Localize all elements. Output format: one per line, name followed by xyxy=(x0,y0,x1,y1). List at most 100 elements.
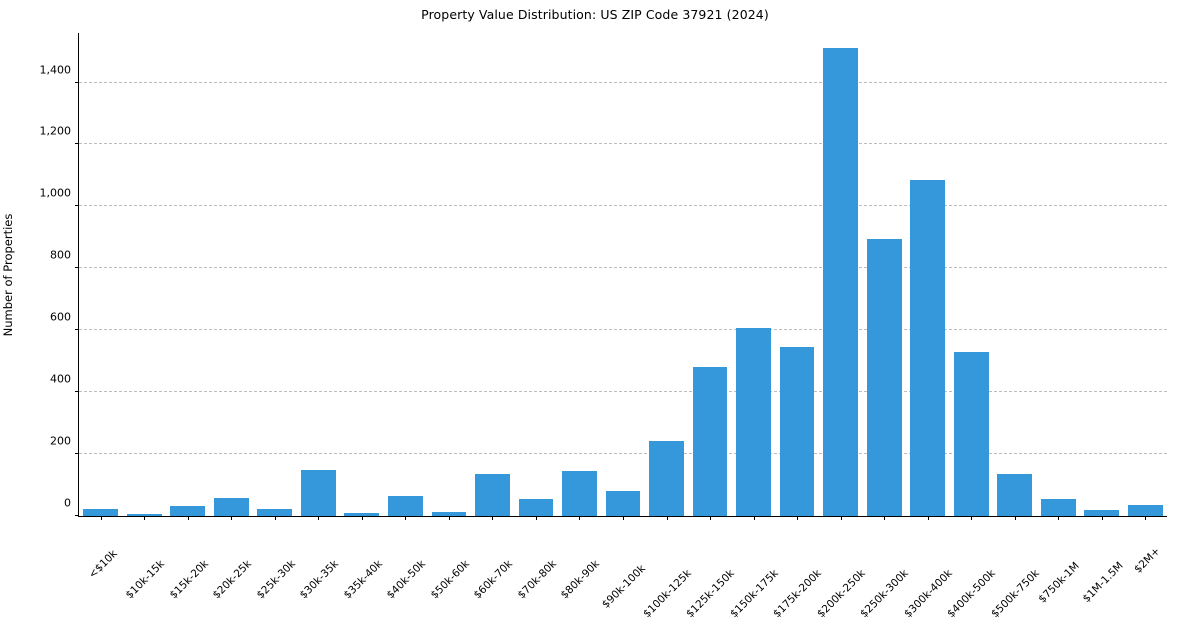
x-tick-label: $80k-90k xyxy=(559,523,637,601)
x-tick-label-text: $15k-20k xyxy=(167,557,211,602)
bar xyxy=(213,498,249,516)
bar xyxy=(562,470,597,516)
y-tick-label: 1,000 xyxy=(39,186,72,200)
x-tick-mark xyxy=(797,516,799,520)
y-axis-label: Number of Properties xyxy=(1,213,15,337)
bar xyxy=(997,473,1033,516)
gridline xyxy=(79,143,1167,145)
gridline xyxy=(79,81,1167,83)
x-tick-mark xyxy=(884,516,886,520)
y-tick-mark xyxy=(75,453,79,455)
y-tick-mark xyxy=(75,143,79,145)
bar xyxy=(387,496,423,516)
bar xyxy=(257,509,293,516)
bar xyxy=(344,512,380,516)
chart-title: Property Value Distribution: US ZIP Code… xyxy=(421,7,769,22)
x-tick-label: $70k-80k xyxy=(516,523,593,601)
x-tick-mark xyxy=(361,516,363,520)
bar xyxy=(475,473,510,516)
gridline xyxy=(79,267,1167,269)
x-tick-label-text: $70k-80k xyxy=(515,557,559,602)
y-tick-mark xyxy=(75,391,79,393)
bar xyxy=(649,441,684,516)
y-tick-label: 1,400 xyxy=(39,63,72,77)
x-tick-label-text: $10k-15k xyxy=(123,557,168,602)
gridline xyxy=(79,453,1167,455)
x-tick-label-text: $40k-50k xyxy=(384,557,429,602)
bar xyxy=(823,48,858,516)
bar xyxy=(83,509,119,516)
gridline xyxy=(79,391,1167,393)
plot-area: 0 200 400 600 800 1,000 1,200 1,400 <$10k $10k-1… xyxy=(40,33,1167,620)
y-tick-label: 600 xyxy=(50,310,71,324)
x-tick-mark xyxy=(1101,516,1103,520)
x-tick-label-text: $90k-100k xyxy=(599,562,648,611)
x-tick-label-text: $50k-60k xyxy=(428,557,472,602)
x-tick-mark xyxy=(927,516,929,520)
x-tick-label: $15k-20k xyxy=(167,523,245,601)
y-tick-mark xyxy=(75,267,79,269)
bar xyxy=(866,238,902,516)
bar xyxy=(910,180,946,516)
x-tick-mark xyxy=(100,516,102,520)
bar xyxy=(605,490,641,516)
x-tick-mark xyxy=(405,516,407,520)
x-tick-label: $25k-30k xyxy=(254,523,332,601)
chart-figure: Property Value Distribution: US ZIP Code… xyxy=(1,7,1167,620)
x-tick-mark xyxy=(1145,516,1147,520)
y-tick-label: 800 xyxy=(50,248,71,262)
bar xyxy=(170,506,206,516)
x-tick-mark xyxy=(448,516,450,520)
bar xyxy=(300,469,336,516)
x-tick-mark xyxy=(1014,516,1016,520)
x-tick-label: $10k-15k xyxy=(124,523,202,601)
x-tick-label: $30k-35k xyxy=(298,523,376,601)
y-tick-mark xyxy=(75,329,79,331)
x-tick-mark xyxy=(840,516,842,520)
y-tick-mark xyxy=(75,205,79,207)
x-tick-label-text: $1M-1.5M xyxy=(1080,559,1126,605)
x-tick-label-text: $35k-40k xyxy=(341,557,385,602)
x-tick-label-text: $80k-90k xyxy=(559,557,603,602)
x-tick-label-text: $20k-25k xyxy=(210,557,255,602)
gridline xyxy=(79,329,1167,331)
x-tick-mark xyxy=(753,516,755,520)
x-tick-label-text: $30k-35k xyxy=(297,557,342,602)
x-tick-mark xyxy=(710,516,712,520)
bar xyxy=(1084,510,1120,516)
x-tick-mark xyxy=(492,516,494,520)
x-tick-mark xyxy=(1058,516,1060,520)
x-tick-mark xyxy=(666,516,668,520)
x-tick-mark xyxy=(535,516,537,520)
x-tick-label-text: $60k-70k xyxy=(471,557,516,602)
x-tick-mark xyxy=(318,516,320,520)
y-tick-label: 400 xyxy=(50,372,71,386)
y-tick-label: 200 xyxy=(50,434,71,448)
x-tick-label: $20k-25k xyxy=(211,523,289,601)
bar xyxy=(779,346,815,516)
y-tick-label: 0 xyxy=(64,496,71,510)
x-tick-label: $60k-70k xyxy=(472,523,550,601)
y-tick-label: 1,200 xyxy=(39,124,72,138)
x-tick-mark xyxy=(274,516,276,520)
bar xyxy=(518,499,554,516)
x-tick-label: <$10k xyxy=(86,523,144,581)
bar xyxy=(1040,499,1076,516)
bar xyxy=(431,512,467,516)
x-tick-label: $50k-60k xyxy=(428,523,506,601)
x-tick-label-text: $25k-30k xyxy=(254,557,298,602)
x-tick-mark xyxy=(623,516,624,520)
x-tick-mark xyxy=(144,516,146,520)
x-tick-mark xyxy=(187,516,189,520)
x-tick-label: $40k-50k xyxy=(385,523,463,601)
x-tick-label-text: <$10k xyxy=(86,547,120,581)
x-tick-mark xyxy=(231,516,233,520)
y-tick-mark xyxy=(75,515,79,516)
bar xyxy=(692,367,728,516)
bar xyxy=(953,351,989,516)
bar xyxy=(126,514,162,516)
gridline xyxy=(79,205,1167,207)
x-tick-label: $90k-100k xyxy=(600,523,687,611)
x-tick-mark xyxy=(579,516,581,520)
x-tick-label: $35k-40k xyxy=(341,523,419,601)
